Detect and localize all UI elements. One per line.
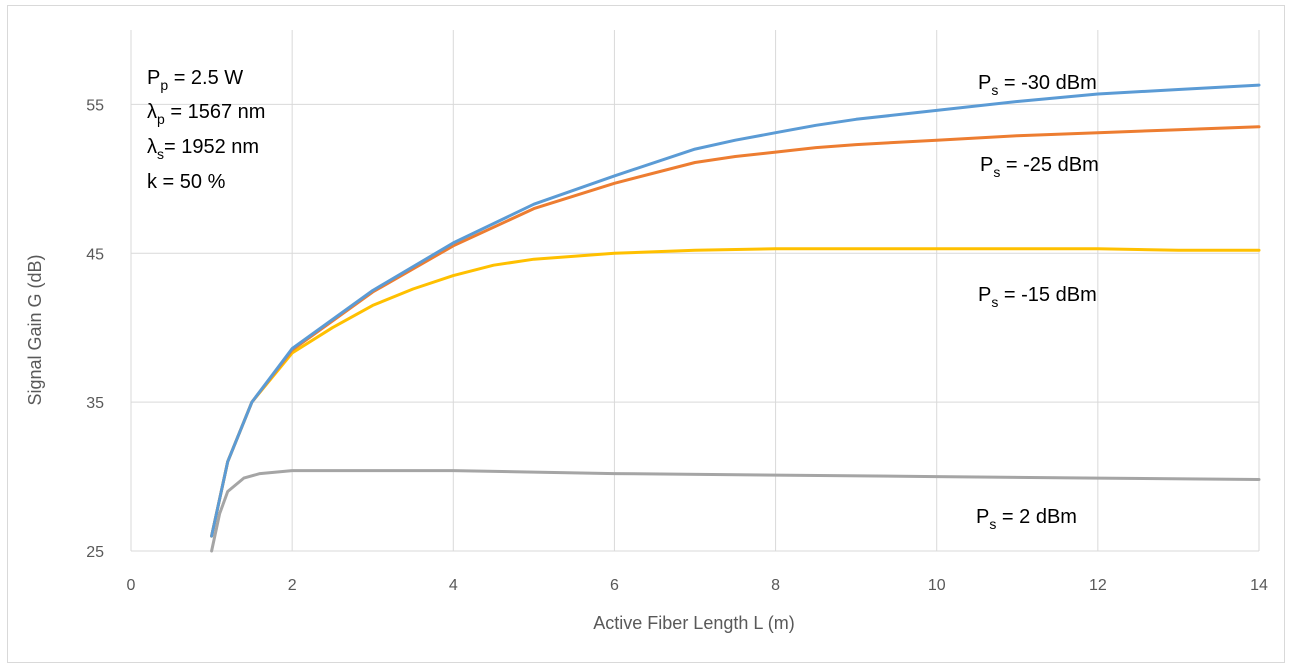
y-tick-label: 25 bbox=[86, 544, 104, 561]
x-tick-label: 10 bbox=[928, 577, 946, 594]
gridlines bbox=[130, 30, 1260, 552]
parameter-line: λs= 1952 nm bbox=[147, 136, 259, 162]
y-tick-labels: 25 35 45 55 bbox=[86, 97, 104, 561]
x-tick-label: 12 bbox=[1089, 577, 1107, 594]
series-line bbox=[210, 83, 1261, 538]
x-axis-title: Active Fiber Length L (m) bbox=[593, 613, 794, 633]
series-label: Ps = -30 dBm bbox=[978, 72, 1097, 98]
x-tick-label: 0 bbox=[127, 577, 136, 594]
parameter-line: Pp = 2.5 W bbox=[147, 67, 243, 93]
series-label: Ps = -25 dBm bbox=[980, 154, 1099, 180]
chart-area bbox=[7, 5, 1285, 663]
series-annotations: Ps = -30 dBm Ps = -25 dBm Ps = -15 dBm Ps =… bbox=[976, 72, 1099, 532]
x-tick-label: 8 bbox=[771, 577, 780, 594]
y-axis-title: Signal Gain G (dB) bbox=[25, 254, 45, 405]
y-tick-label: 55 bbox=[86, 97, 104, 114]
x-tick-label: 2 bbox=[288, 577, 297, 594]
x-tick-label: 6 bbox=[610, 577, 619, 594]
parameter-annotation: Pp = 2.5 W λp = 1567 nm λs= 1952 nm k = 50 … bbox=[147, 67, 265, 193]
x-tick-label: 14 bbox=[1250, 577, 1268, 594]
series-label: Ps = -15 dBm bbox=[978, 284, 1097, 310]
parameter-line: k = 50 % bbox=[147, 171, 226, 193]
parameter-line: λp = 1567 nm bbox=[147, 101, 265, 127]
y-tick-label: 45 bbox=[86, 246, 104, 263]
x-tick-label: 4 bbox=[449, 577, 458, 594]
series-lines bbox=[210, 83, 1261, 553]
y-tick-label: 35 bbox=[86, 395, 104, 412]
x-tick-labels: 0 2 4 6 8 10 12 14 bbox=[127, 577, 1268, 594]
series-line bbox=[210, 469, 1261, 553]
series-line bbox=[210, 247, 1261, 538]
series-label: Ps = 2 dBm bbox=[976, 506, 1077, 532]
